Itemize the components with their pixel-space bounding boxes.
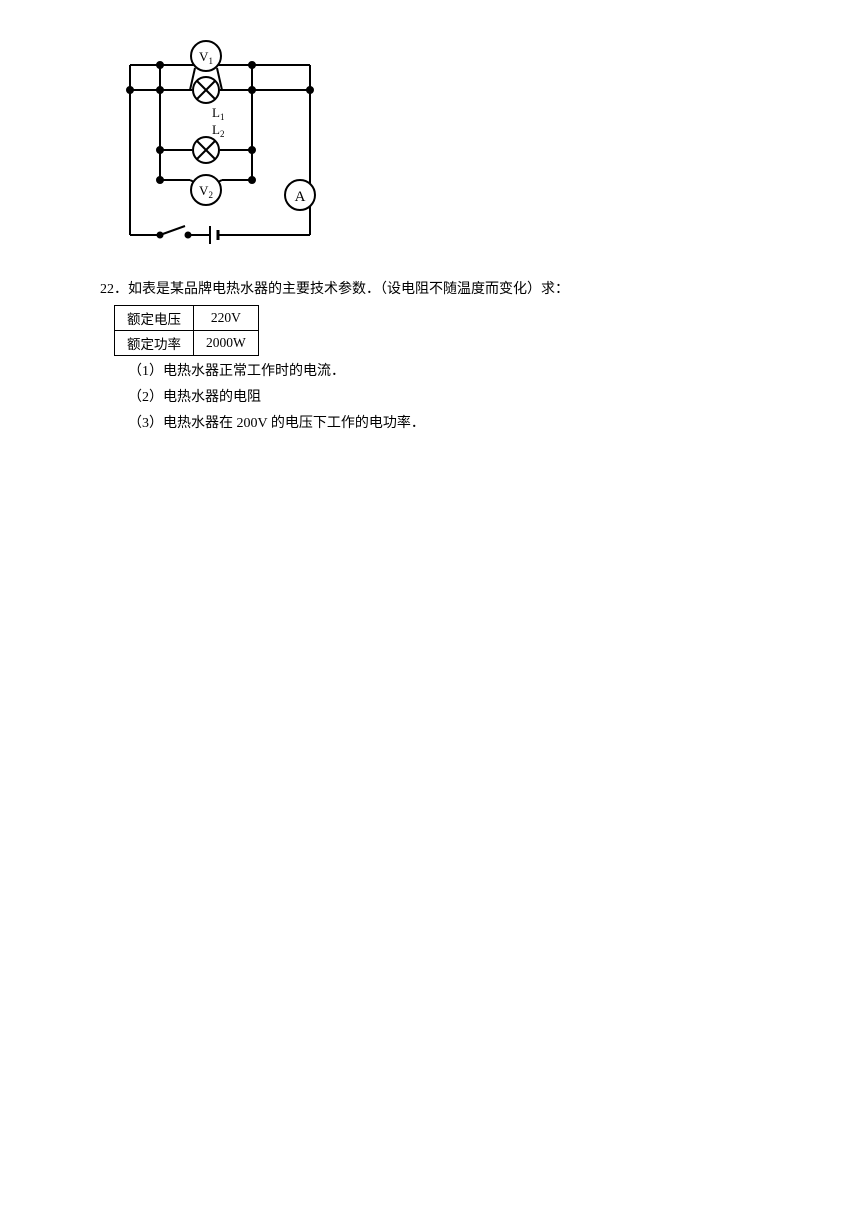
voltmeter-v2-icon: V2 xyxy=(190,175,222,205)
lamp-l2-icon xyxy=(193,137,219,163)
question-text: 如表是某品牌电热水器的主要技术参数．（设电阻不随温度而变化）求： xyxy=(128,282,569,297)
ammeter-icon: A xyxy=(285,180,315,210)
subquestion-2: （2）电热水器的电阻 xyxy=(128,386,760,410)
cell-label: 额定功率 xyxy=(115,331,194,356)
cell-value: 220V xyxy=(194,306,259,331)
circuit-svg: V1 L1 L2 xyxy=(110,40,340,265)
question-number: 22． xyxy=(100,282,128,297)
page: V1 L1 L2 xyxy=(0,0,860,475)
question-22: 22．如表是某品牌电热水器的主要技术参数．（设电阻不随温度而变化）求： 额定电压… xyxy=(100,278,760,435)
cell-value: 2000W xyxy=(194,331,259,356)
table-row: 额定电压 220V xyxy=(115,306,259,331)
l2-label: L2 xyxy=(212,122,224,139)
subquestion-3: （3）电热水器在 200V 的电压下工作的电功率． xyxy=(128,412,760,436)
parameter-table: 额定电压 220V 额定功率 2000W xyxy=(114,305,259,356)
lamp-l1-icon xyxy=(193,77,219,103)
circuit-diagram: V1 L1 L2 xyxy=(110,40,760,270)
subquestion-1: （1）电热水器正常工作时的电流． xyxy=(128,360,760,384)
question-22-stem: 22．如表是某品牌电热水器的主要技术参数．（设电阻不随温度而变化）求： xyxy=(100,278,760,301)
table-row: 额定功率 2000W xyxy=(115,331,259,356)
a-label: A xyxy=(295,189,306,205)
cell-label: 额定电压 xyxy=(115,306,194,331)
l1-label: L1 xyxy=(212,105,224,122)
